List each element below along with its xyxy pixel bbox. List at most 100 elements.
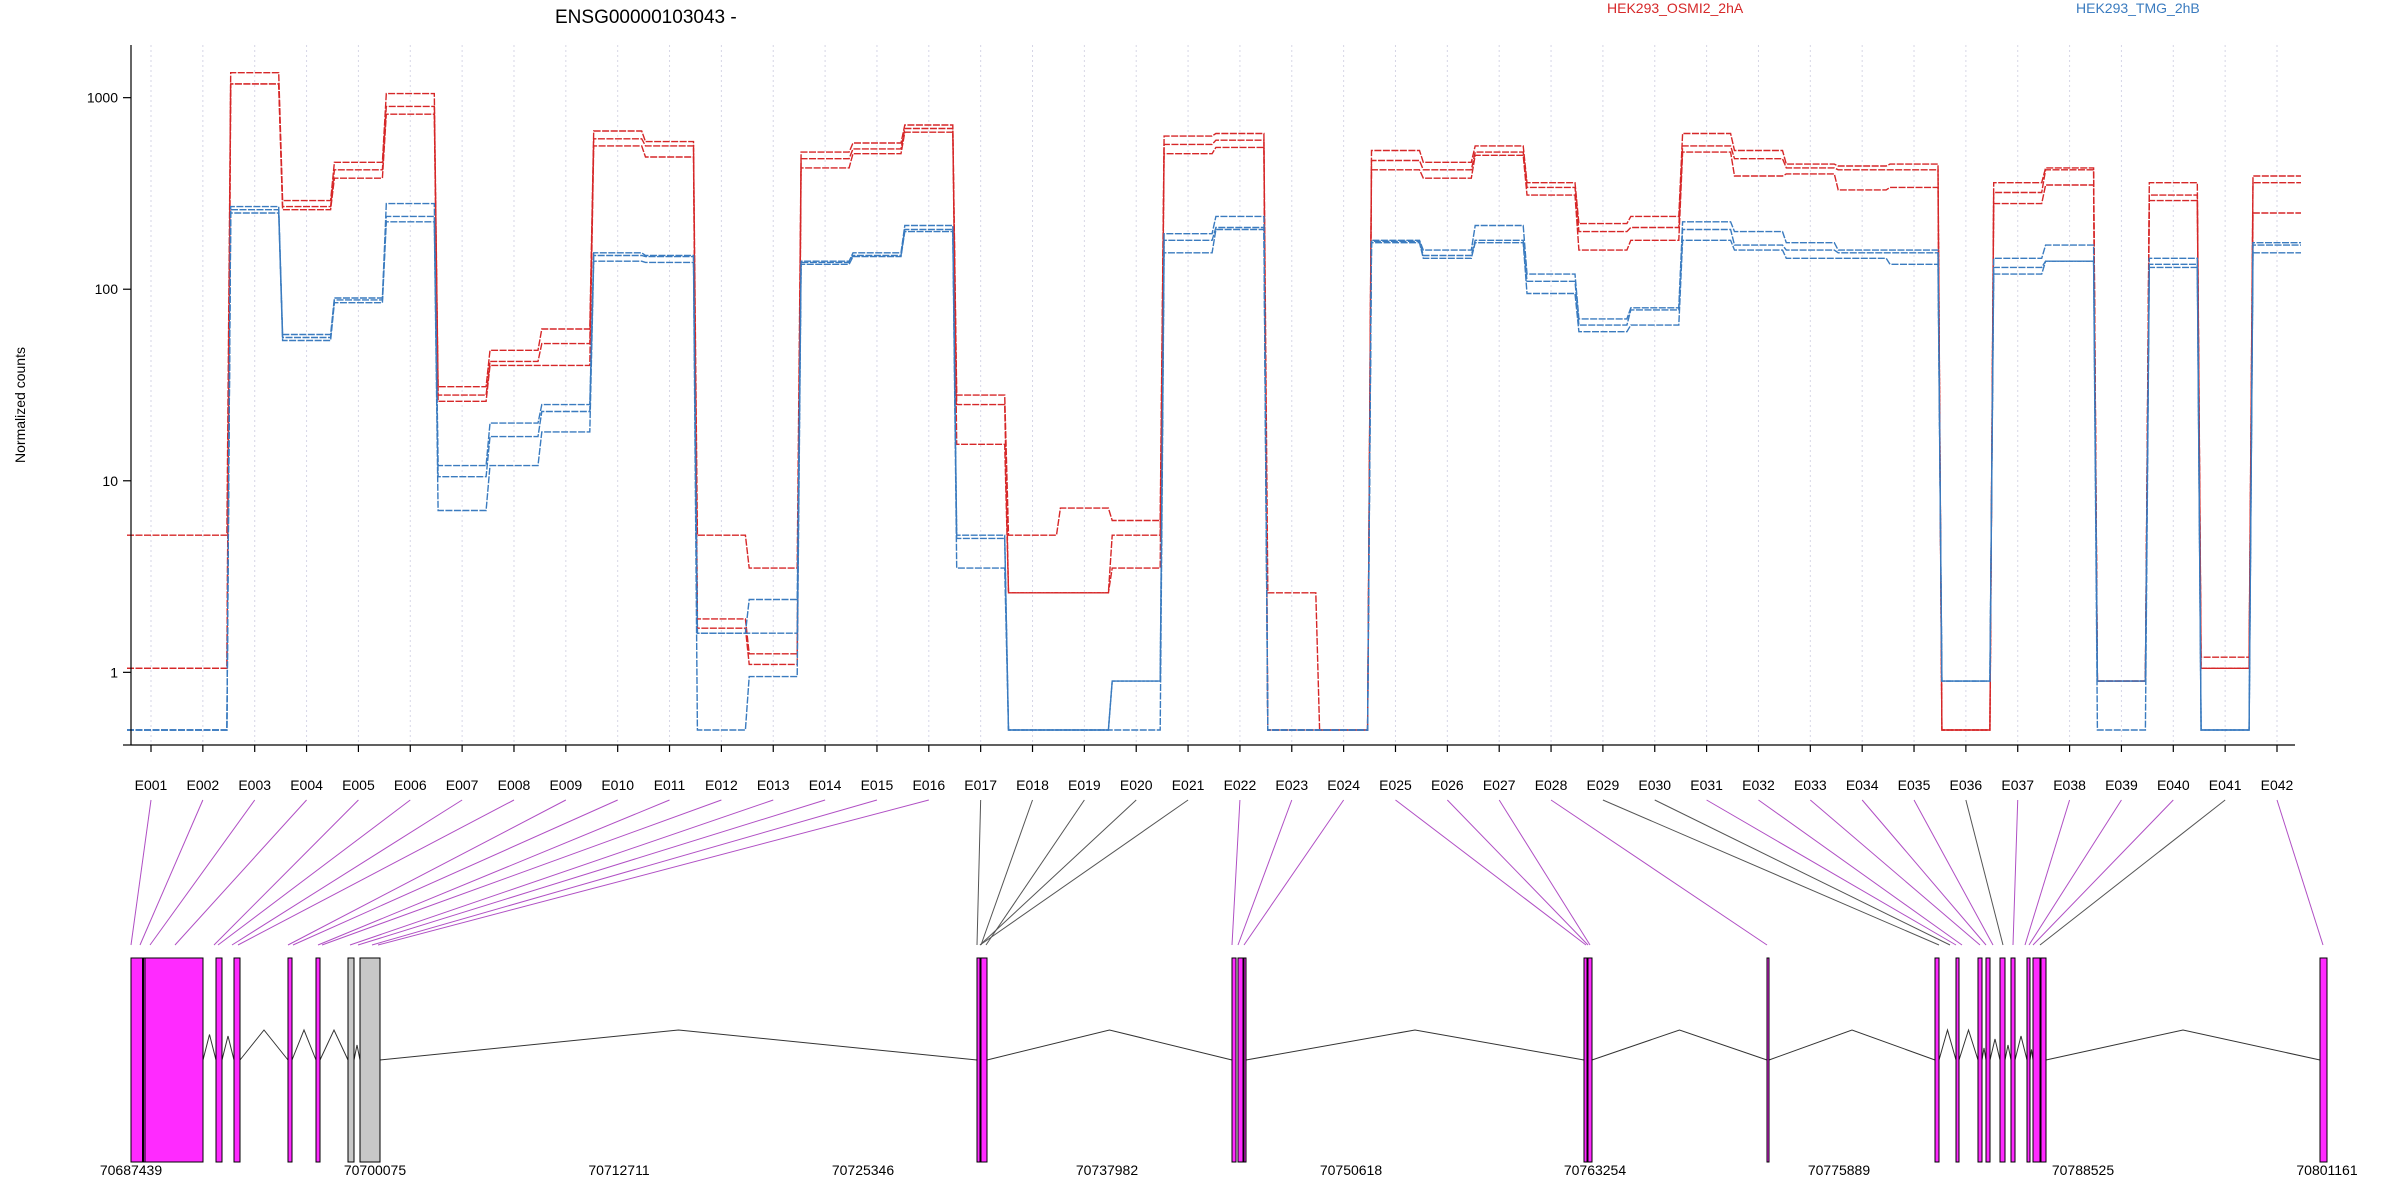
connector-line: [371, 799, 878, 946]
x-tick-label: E017: [964, 777, 997, 793]
exon-box: [980, 957, 988, 1163]
intron-line: [1245, 1029, 1585, 1061]
intron-line: [2045, 1029, 2321, 1061]
x-tick-label: E027: [1483, 777, 1516, 793]
x-tick-label: E025: [1379, 777, 1412, 793]
connector-line: [1809, 799, 1981, 946]
coordinate-label: 70700075: [344, 1162, 407, 1178]
exon-box: [1977, 957, 1983, 1163]
coordinate-label: 70712711: [588, 1162, 649, 1178]
series-line-3: [127, 83, 2301, 731]
x-tick-label: E012: [705, 777, 738, 793]
x-tick-label: E005: [342, 777, 375, 793]
connector-line: [2032, 799, 2174, 946]
connector-line: [1237, 799, 1293, 946]
connector-line: [1965, 799, 2004, 946]
connector-line: [1654, 799, 1951, 946]
x-tick-label: E011: [654, 777, 686, 793]
legend-entry-tmg: HEK293_TMG_2hB: [2076, 0, 2200, 16]
x-tick-label: E008: [498, 777, 531, 793]
intron-line: [1938, 1028, 1957, 1061]
connector-line: [231, 799, 463, 946]
legend-entry-osmi2: HEK293_OSMI2_2hA: [1607, 0, 1744, 16]
x-tick-label: E024: [1327, 777, 1360, 793]
exon-box: [347, 957, 355, 1163]
connector-line: [357, 799, 826, 946]
intron-line: [1989, 1038, 2001, 1061]
connector-line: [321, 799, 722, 946]
x-tick-label: E033: [1794, 777, 1827, 793]
x-tick-label: E036: [1950, 777, 1983, 793]
x-tick-label: E028: [1535, 777, 1568, 793]
x-tick-label: E034: [1846, 777, 1879, 793]
y-axis-ticks: 1 10 100 1000: [87, 90, 131, 746]
exon-box: [359, 957, 381, 1163]
series-line-4: [127, 202, 2301, 731]
connector-line: [2028, 799, 2122, 946]
intron-line: [202, 1034, 217, 1061]
exon-box: [315, 957, 321, 1163]
x-tick-label: E007: [446, 777, 479, 793]
y-tick-label: 1000: [87, 90, 118, 106]
connector-line: [2024, 799, 2071, 946]
intron-line: [291, 1028, 317, 1061]
connector-line: [1395, 799, 1587, 946]
connector-line: [1913, 799, 1994, 946]
series-layer: [127, 72, 2301, 731]
x-tick-label: E039: [2105, 777, 2138, 793]
connector-line: [287, 799, 567, 946]
connector-line: [979, 799, 1137, 946]
x-tick-label: E020: [1120, 777, 1153, 793]
intron-line: [221, 1035, 235, 1061]
coordinate-label: 70750618: [1320, 1162, 1383, 1178]
connector-line: [174, 799, 307, 946]
x-tick-label: E009: [549, 777, 582, 793]
exon-box: [1231, 957, 1237, 1163]
x-tick-label: E037: [2001, 777, 2034, 793]
connector-line: [1243, 799, 1345, 946]
intron-line: [319, 1028, 349, 1061]
exon-box: [2010, 957, 2016, 1163]
exon-box: [2319, 957, 2328, 1163]
exon-box: [144, 957, 204, 1163]
connector-line: [1498, 799, 1591, 946]
x-tick-label: E010: [601, 777, 634, 793]
connector-line: [1706, 799, 1957, 946]
connector-line: [1446, 799, 1589, 946]
connector-line: [317, 799, 670, 946]
x-tick-label: E001: [135, 777, 168, 793]
x-tick-label: E023: [1275, 777, 1308, 793]
coordinate-label: 70801161: [2296, 1162, 2357, 1178]
x-tick-label: E040: [2157, 777, 2190, 793]
connector-line: [979, 799, 1189, 946]
connector-line: [980, 799, 1033, 946]
chart-title: ENSG00000103043 -: [555, 7, 737, 28]
coordinate-label: 70725346: [832, 1162, 895, 1178]
x-tick-label: E031: [1690, 777, 1723, 793]
y-tick-label: 10: [102, 473, 118, 489]
exon-box: [1243, 957, 1247, 1163]
intron-line: [1591, 1029, 1768, 1061]
connector-line: [1758, 799, 1963, 946]
coordinate-label: 70737982: [1076, 1162, 1139, 1178]
intron-line: [1958, 1028, 1979, 1061]
y-axis-label: Normalized counts: [12, 347, 28, 463]
connector-line: [377, 799, 929, 946]
exon-box: [1934, 957, 1940, 1163]
exon-box: [2032, 957, 2041, 1163]
exon-box: [1766, 957, 1770, 1163]
exon-box: [233, 957, 241, 1163]
intron-line: [239, 1029, 289, 1061]
exon-box: [1985, 957, 1991, 1163]
x-tick-label: E042: [2261, 777, 2294, 793]
series-line-5: [127, 209, 2301, 731]
x-tick-label: E022: [1224, 777, 1257, 793]
connector-line: [1231, 799, 1241, 946]
exon-box: [976, 957, 981, 1163]
exon-connector-lines: [130, 799, 2324, 946]
connector-line: [1861, 799, 1987, 946]
x-tick-label: E038: [2053, 777, 2086, 793]
x-tick-label: E018: [1016, 777, 1049, 793]
series-line-6: [127, 212, 2301, 731]
connector-line: [2039, 799, 2226, 946]
